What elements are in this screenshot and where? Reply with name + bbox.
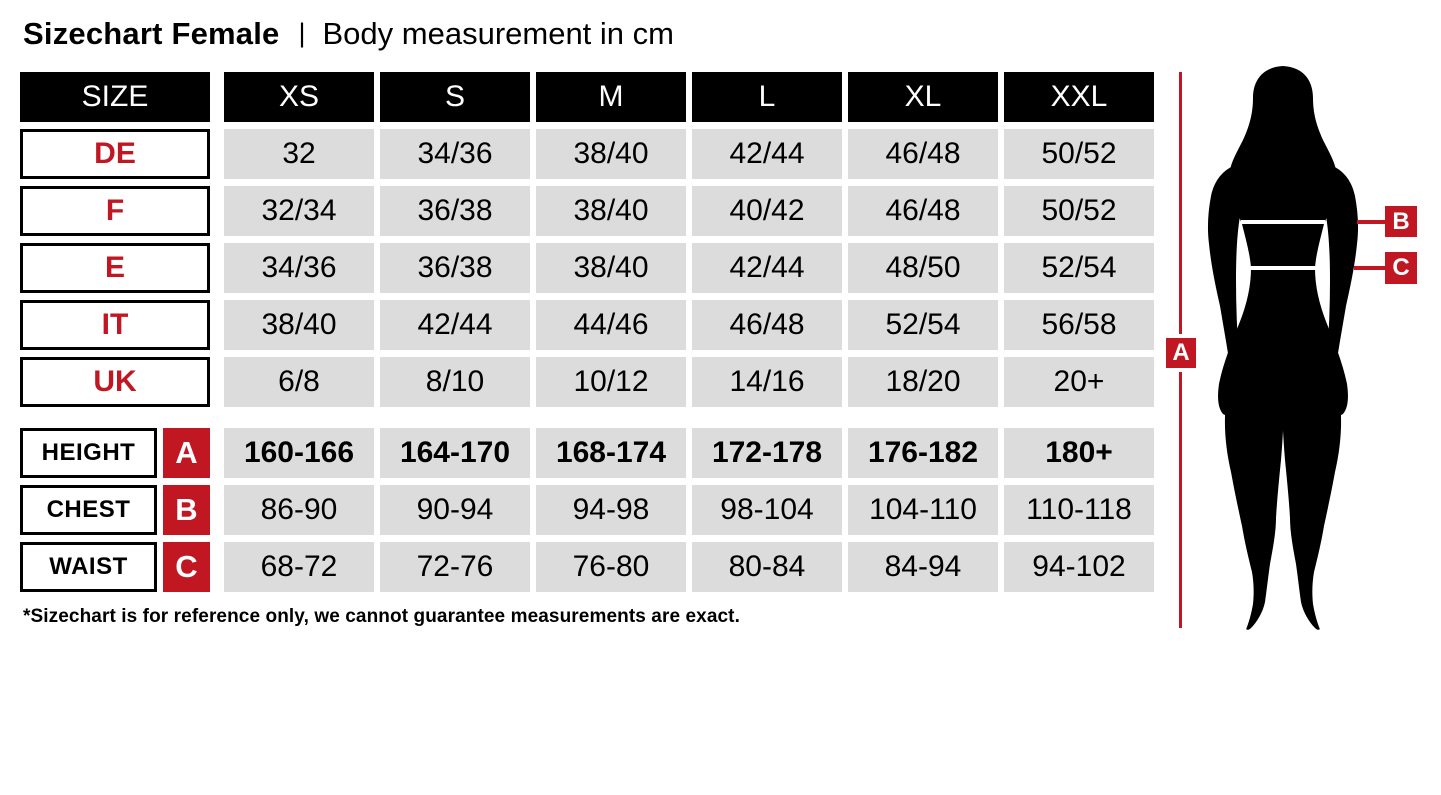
table-cell: 46/48: [848, 186, 998, 236]
table-row-e: E 34/36 36/38 38/40 42/44 48/50 52/54: [20, 243, 1154, 293]
table-cell: 164-170: [380, 428, 530, 478]
female-silhouette: [1207, 66, 1359, 630]
table-cell: 84-94: [848, 542, 998, 592]
marker-c-table: C: [163, 542, 210, 592]
waist-measure-line: [1250, 266, 1316, 270]
size-table: SIZE XS S M L XL XXL DE 32 34/36 38/40 4…: [20, 72, 1154, 599]
table-cell: 38/40: [224, 300, 374, 350]
row-label-de: DE: [20, 129, 210, 179]
table-row-chest: CHEST B 86-90 90-94 94-98 98-104 104-110…: [20, 485, 1154, 535]
row-label-uk: UK: [20, 357, 210, 407]
header-size-label: SIZE: [20, 72, 210, 122]
marker-a-table: A: [163, 428, 210, 478]
header-col-s: S: [380, 72, 530, 122]
table-cell: 38/40: [536, 129, 686, 179]
table-cell: 76-80: [536, 542, 686, 592]
table-cell: 68-72: [224, 542, 374, 592]
table-cell: 46/48: [848, 129, 998, 179]
table-cell: 36/38: [380, 243, 530, 293]
table-cell: 94-102: [1004, 542, 1154, 592]
title-main: Sizechart Female: [23, 16, 280, 51]
table-cell: 180+: [1004, 428, 1154, 478]
table-header-row: SIZE XS S M L XL XXL: [20, 72, 1154, 122]
table-cell: 44/46: [536, 300, 686, 350]
chest-measure-line: [1241, 220, 1325, 224]
table-cell: 36/38: [380, 186, 530, 236]
table-cell: 56/58: [1004, 300, 1154, 350]
table-cell: 32/34: [224, 186, 374, 236]
table-cell: 50/52: [1004, 129, 1154, 179]
table-cell: 42/44: [380, 300, 530, 350]
table-cell: 50/52: [1004, 186, 1154, 236]
table-cell: 18/20: [848, 357, 998, 407]
table-cell: 46/48: [692, 300, 842, 350]
table-cell: 48/50: [848, 243, 998, 293]
table-cell: 10/12: [536, 357, 686, 407]
header-col-l: L: [692, 72, 842, 122]
table-row-waist: WAIST C 68-72 72-76 76-80 80-84 84-94 94…: [20, 542, 1154, 592]
table-cell: 86-90: [224, 485, 374, 535]
table-cell: 14/16: [692, 357, 842, 407]
table-row-height: HEIGHT A 160-166 164-170 168-174 172-178…: [20, 428, 1154, 478]
row-label-height: HEIGHT: [20, 428, 157, 478]
table-cell: 90-94: [380, 485, 530, 535]
table-cell: 172-178: [692, 428, 842, 478]
table-cell: 168-174: [536, 428, 686, 478]
row-label-it: IT: [20, 300, 210, 350]
row-label-chest: CHEST: [20, 485, 157, 535]
table-cell: 34/36: [380, 129, 530, 179]
table-cell: 38/40: [536, 186, 686, 236]
title-separator: |: [298, 17, 306, 48]
table-cell: 40/42: [692, 186, 842, 236]
table-cell: 38/40: [536, 243, 686, 293]
table-cell: 160-166: [224, 428, 374, 478]
row-label-f: F: [20, 186, 210, 236]
table-cell: 104-110: [848, 485, 998, 535]
header-col-xl: XL: [848, 72, 998, 122]
header-col-m: M: [536, 72, 686, 122]
header-col-xs: XS: [224, 72, 374, 122]
marker-c-figure: C: [1385, 252, 1417, 284]
marker-a-figure: A: [1166, 338, 1196, 368]
row-label-waist: WAIST: [20, 542, 157, 592]
table-cell: 8/10: [380, 357, 530, 407]
table-cell: 98-104: [692, 485, 842, 535]
marker-b-figure: B: [1385, 206, 1417, 237]
row-label-e: E: [20, 243, 210, 293]
table-cell: 52/54: [1004, 243, 1154, 293]
table-cell: 32: [224, 129, 374, 179]
height-line-bottom: [1179, 372, 1182, 628]
table-row-f: F 32/34 36/38 38/40 40/42 46/48 50/52: [20, 186, 1154, 236]
waist-connector-line: [1354, 266, 1385, 270]
table-cell: 94-98: [536, 485, 686, 535]
chest-connector-line: [1357, 220, 1385, 224]
table-cell: 72-76: [380, 542, 530, 592]
height-line-top: [1179, 72, 1182, 334]
table-cell: 20+: [1004, 357, 1154, 407]
table-row-uk: UK 6/8 8/10 10/12 14/16 18/20 20+: [20, 357, 1154, 407]
table-cell: 110-118: [1004, 485, 1154, 535]
table-cell: 176-182: [848, 428, 998, 478]
table-cell: 52/54: [848, 300, 998, 350]
title-subtitle: Body measurement in cm: [322, 16, 674, 51]
table-cell: 42/44: [692, 243, 842, 293]
footnote: *Sizechart is for reference only, we can…: [23, 606, 740, 627]
table-row-it: IT 38/40 42/44 44/46 46/48 52/54 56/58: [20, 300, 1154, 350]
table-cell: 42/44: [692, 129, 842, 179]
page-title: Sizechart Female | Body measurement in c…: [23, 16, 674, 52]
table-row-de: DE 32 34/36 38/40 42/44 46/48 50/52: [20, 129, 1154, 179]
table-cell: 80-84: [692, 542, 842, 592]
marker-b-table: B: [163, 485, 210, 535]
table-cell: 6/8: [224, 357, 374, 407]
header-col-xxl: XXL: [1004, 72, 1154, 122]
table-cell: 34/36: [224, 243, 374, 293]
